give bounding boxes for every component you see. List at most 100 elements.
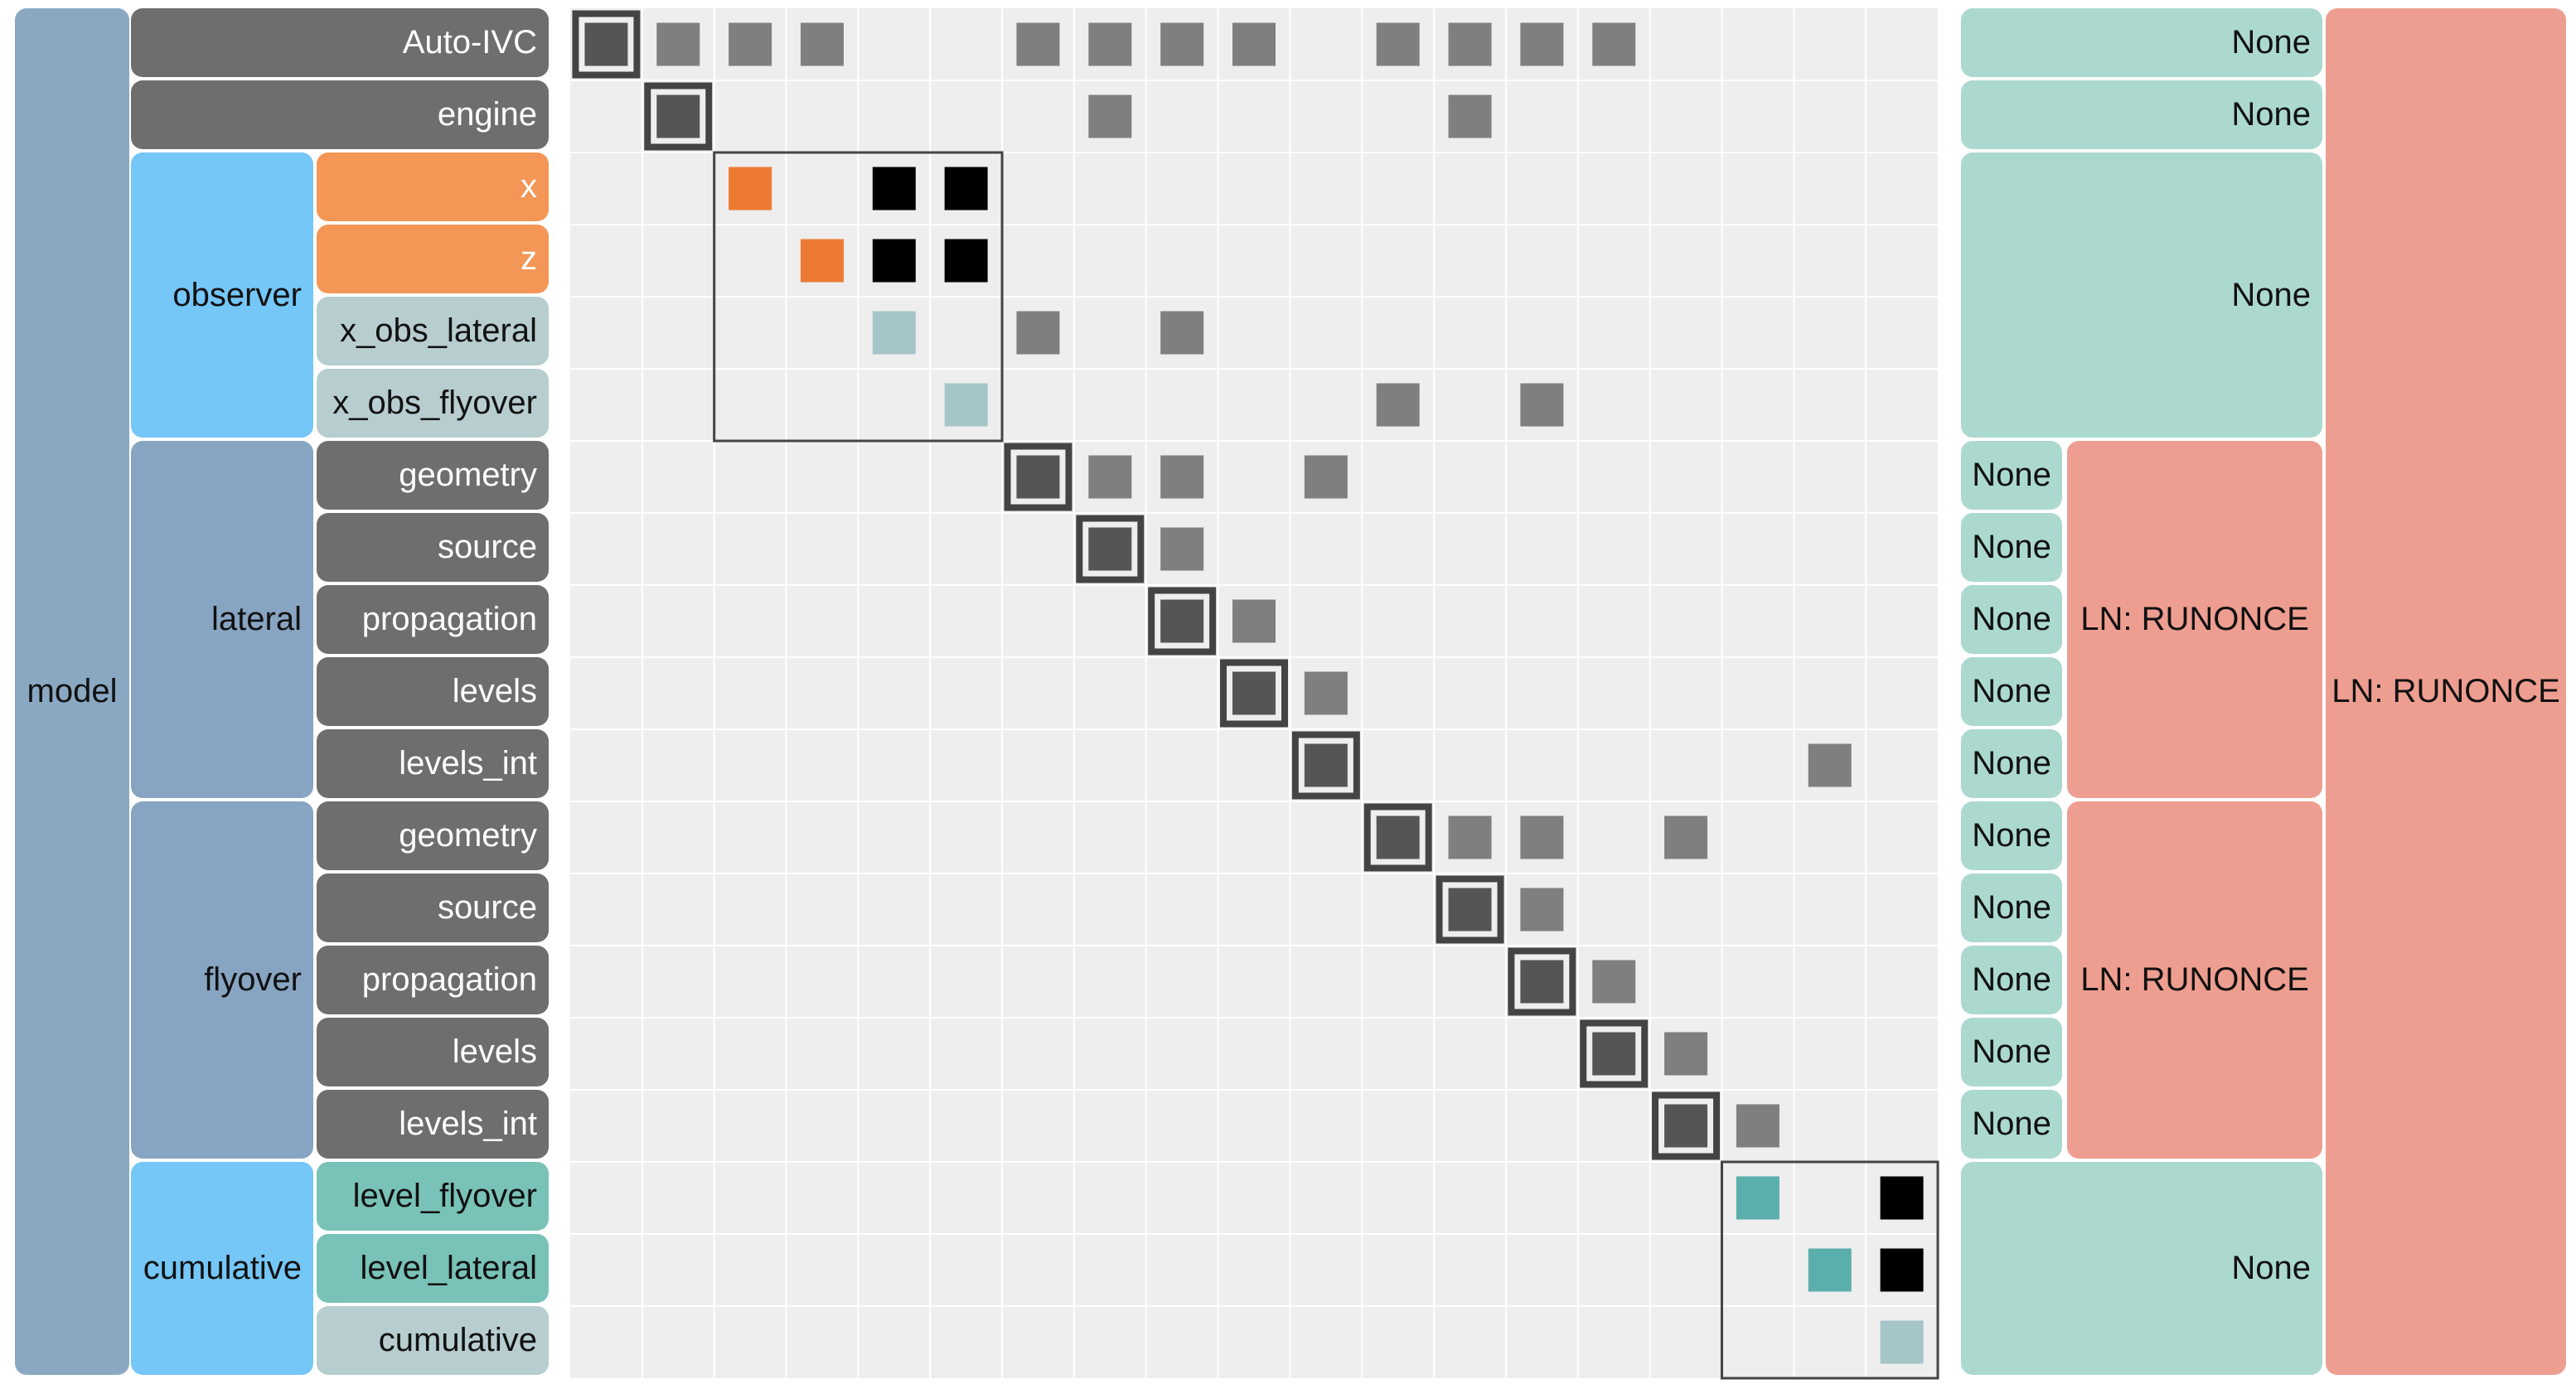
variable-source-5[interactable]: source (317, 513, 549, 582)
variable-x-obs-lateral-2[interactable]: x_obs_lateral (317, 297, 549, 365)
diagonal-cell-3[interactable] (800, 239, 844, 283)
group-lateral[interactable]: lateral (131, 441, 313, 798)
connection-cell-12-13[interactable] (1520, 888, 1564, 932)
connection-cell-10-17[interactable] (1808, 743, 1852, 787)
connection-cell-15-16[interactable] (1736, 1104, 1779, 1148)
solver-lateral-item-3[interactable]: None (1961, 657, 2062, 726)
connection-cell-4-8[interactable] (1160, 311, 1204, 355)
variable-propagation-6-label: propagation (361, 601, 537, 637)
variable-cumulative-16[interactable]: cumulative (317, 1306, 549, 1375)
connection-cell-0-9[interactable] (1232, 22, 1276, 66)
diagonal-cell-16[interactable] (1736, 1176, 1779, 1220)
connection-cell-5-13[interactable] (1520, 383, 1564, 427)
connection-cell-17-18[interactable] (1880, 1248, 1924, 1292)
connection-cell-6-10[interactable] (1304, 455, 1348, 499)
diagonal-cell-15[interactable] (1664, 1104, 1708, 1148)
connection-cell-14-15[interactable] (1664, 1032, 1708, 1076)
diagonal-cell-1[interactable] (656, 94, 700, 138)
solver-flyover-item-2[interactable]: None (1961, 946, 2062, 1014)
connection-cell-3-5[interactable] (944, 239, 988, 283)
connection-cell-1-7[interactable] (1088, 94, 1132, 138)
connection-cell-0-8[interactable] (1160, 22, 1204, 66)
model-group[interactable]: model (15, 8, 129, 1375)
variable-propagation-11[interactable]: propagation (317, 946, 549, 1014)
variable-geometry-9[interactable]: geometry (317, 801, 549, 870)
diagonal-outline-1 (644, 82, 713, 151)
connection-cell-11-12[interactable] (1448, 815, 1492, 859)
variable-x-obs-flyover-3[interactable]: x_obs_flyover (317, 369, 549, 438)
connection-cell-3-4[interactable] (872, 239, 916, 283)
variable-geometry-4[interactable]: geometry (317, 441, 549, 510)
diagonal-cell-8[interactable] (1160, 599, 1204, 643)
diagonal-cell-4[interactable] (872, 311, 916, 355)
diagonal-cell-17[interactable] (1808, 1248, 1852, 1292)
variable-levels-int-13[interactable]: levels_int (317, 1090, 549, 1159)
connection-cell-11-15[interactable] (1664, 815, 1708, 859)
solver-lateral-item-1[interactable]: None (1961, 513, 2062, 582)
group-flyover[interactable]: flyover (131, 801, 313, 1159)
solver-flyover-item-1[interactable]: None (1961, 873, 2062, 942)
solver-lateral-item-2[interactable]: None (1961, 585, 2062, 654)
solver-cumulative[interactable]: None (1961, 1162, 2322, 1375)
solver-flyover-item-0[interactable]: None (1961, 801, 2062, 870)
diagonal-cell-6[interactable] (1016, 455, 1060, 499)
group-auto-ivc[interactable]: Auto-IVC (131, 8, 549, 77)
connection-cell-7-8[interactable] (1160, 527, 1204, 571)
connection-cell-11-13[interactable] (1520, 815, 1564, 859)
diagonal-cell-5[interactable] (944, 383, 988, 427)
connection-cell-9-10[interactable] (1304, 671, 1348, 715)
variable-level-flyover-14[interactable]: level_flyover (317, 1162, 549, 1231)
variable-x-0[interactable]: x (317, 152, 549, 221)
diagonal-cell-11[interactable] (1376, 815, 1420, 859)
diagonal-cell-18[interactable] (1880, 1320, 1924, 1364)
connection-cell-0-3[interactable] (800, 22, 844, 66)
solver-auto-ivc[interactable]: None (1961, 8, 2322, 77)
solver-lateral-item-0[interactable]: None (1961, 441, 2062, 510)
solver-model[interactable]: LN: RUNONCE (2326, 8, 2566, 1375)
solver-flyover-group[interactable]: LN: RUNONCE (2067, 801, 2322, 1159)
solver-lateral-group[interactable]: LN: RUNONCE (2067, 441, 2322, 798)
diagonal-cell-14[interactable] (1592, 1032, 1636, 1076)
diagonal-cell-12[interactable] (1448, 888, 1492, 932)
diagonal-cell-9[interactable] (1232, 671, 1276, 715)
connection-cell-0-6[interactable] (1016, 22, 1060, 66)
variable-propagation-6[interactable]: propagation (317, 585, 549, 654)
connection-cell-13-14[interactable] (1592, 960, 1636, 1004)
group-cumulative[interactable]: cumulative (131, 1162, 313, 1375)
connection-cell-16-18[interactable] (1880, 1176, 1924, 1220)
connection-cell-0-7[interactable] (1088, 22, 1132, 66)
connection-cell-4-6[interactable] (1016, 311, 1060, 355)
diagonal-cell-7[interactable] (1088, 527, 1132, 571)
solver-flyover-item-3[interactable]: None (1961, 1018, 2062, 1086)
variable-z-1[interactable]: z (317, 225, 549, 293)
connection-cell-2-4[interactable] (872, 167, 916, 211)
solver-model-label: LN: RUNONCE (2331, 673, 2560, 709)
connection-cell-5-11[interactable] (1376, 383, 1420, 427)
connection-cell-0-12[interactable] (1448, 22, 1492, 66)
variable-level-lateral-15[interactable]: level_lateral (317, 1234, 549, 1303)
diagonal-cell-0[interactable] (584, 22, 628, 66)
diagonal-cell-10[interactable] (1304, 743, 1348, 787)
connection-cell-6-7[interactable] (1088, 455, 1132, 499)
connection-cell-0-2[interactable] (729, 22, 772, 66)
variable-source-10[interactable]: source (317, 873, 549, 942)
connection-cell-6-8[interactable] (1160, 455, 1204, 499)
solver-engine[interactable]: None (1961, 80, 2322, 149)
connection-cell-0-14[interactable] (1592, 22, 1636, 66)
connection-cell-1-12[interactable] (1448, 94, 1492, 138)
diagonal-cell-2[interactable] (729, 167, 772, 211)
connection-cell-0-11[interactable] (1376, 22, 1420, 66)
connection-cell-0-1[interactable] (656, 22, 700, 66)
group-engine[interactable]: engine (131, 80, 549, 149)
variable-levels-12[interactable]: levels (317, 1018, 549, 1086)
solver-lateral-item-4[interactable]: None (1961, 729, 2062, 798)
connection-cell-2-5[interactable] (944, 167, 988, 211)
variable-levels-7[interactable]: levels (317, 657, 549, 726)
solver-observer[interactable]: None (1961, 152, 2322, 438)
variable-levels-int-8[interactable]: levels_int (317, 729, 549, 798)
connection-cell-0-13[interactable] (1520, 22, 1564, 66)
group-observer[interactable]: observer (131, 152, 313, 438)
connection-cell-8-9[interactable] (1232, 599, 1276, 643)
solver-flyover-item-4[interactable]: None (1961, 1090, 2062, 1159)
diagonal-cell-13[interactable] (1520, 960, 1564, 1004)
